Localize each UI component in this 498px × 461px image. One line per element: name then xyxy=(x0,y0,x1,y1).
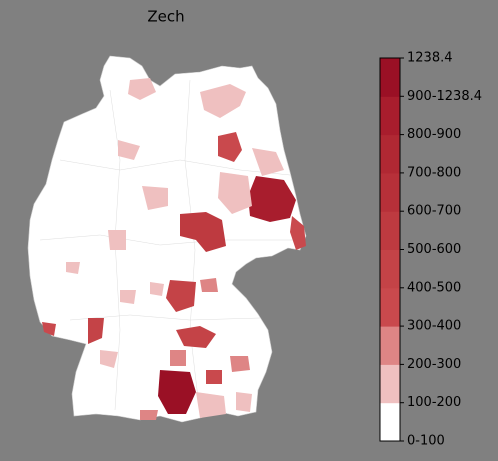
germany-map xyxy=(27,55,307,423)
colorbar-segment xyxy=(380,96,400,136)
colorbar-tick-label: 600-700 xyxy=(407,204,461,219)
colorbar: 0-100 100-200 200-300 300-400 400-500 500-600… xyxy=(379,51,482,449)
colorbar-tick-label: 800-900 xyxy=(407,127,461,142)
colorbar-tick-label: 400-500 xyxy=(407,280,461,295)
colorbar-tick-label: 300-400 xyxy=(407,319,461,334)
colorbar-segment xyxy=(380,287,400,327)
colorbar-tick-label: 700-800 xyxy=(407,165,461,180)
colorbar-tick-label: 900-1238.4 xyxy=(407,89,482,104)
colorbar-tick-label: 0-100 xyxy=(407,434,445,449)
colorbar-segment xyxy=(380,249,400,289)
colorbar-tick-label: 100-200 xyxy=(407,395,461,410)
colorbar-segment xyxy=(380,364,400,404)
colorbar-segment xyxy=(380,134,400,174)
colorbar-tick-label: 200-300 xyxy=(407,357,461,372)
colorbar-segment xyxy=(380,58,400,97)
colorbar-segment xyxy=(380,326,400,365)
map-title: Zech xyxy=(147,8,184,26)
colorbar-segment xyxy=(380,402,400,442)
colorbar-tick-label: 500-600 xyxy=(407,242,461,257)
region-fills xyxy=(42,78,306,420)
colorbar-tick-label: 1238.4 xyxy=(407,51,453,66)
colorbar-segment xyxy=(380,172,400,212)
colorbar-segment xyxy=(380,211,400,250)
